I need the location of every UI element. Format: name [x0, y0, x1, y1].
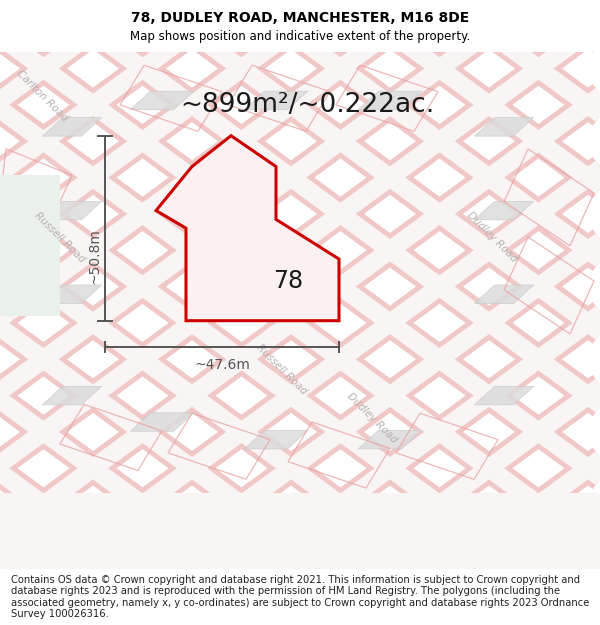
Text: 78, DUDLEY ROAD, MANCHESTER, M16 8DE: 78, DUDLEY ROAD, MANCHESTER, M16 8DE: [131, 11, 469, 26]
Polygon shape: [244, 431, 308, 449]
Polygon shape: [156, 136, 339, 321]
Text: Carlton Road: Carlton Road: [14, 69, 70, 124]
Text: 78: 78: [273, 269, 303, 293]
Text: Russell Road: Russell Road: [33, 210, 87, 264]
Polygon shape: [475, 285, 533, 304]
Polygon shape: [358, 91, 422, 110]
Text: Dudley Road: Dudley Road: [465, 210, 519, 264]
Polygon shape: [43, 201, 101, 220]
Text: Dudley Road: Dudley Road: [345, 391, 399, 444]
Text: ~47.6m: ~47.6m: [194, 358, 250, 372]
Polygon shape: [475, 386, 533, 405]
Polygon shape: [130, 412, 194, 431]
Text: Contains OS data © Crown copyright and database right 2021. This information is : Contains OS data © Crown copyright and d…: [11, 574, 589, 619]
Polygon shape: [43, 285, 101, 304]
Polygon shape: [358, 431, 422, 449]
Text: ~899m²/~0.222ac.: ~899m²/~0.222ac.: [180, 92, 434, 118]
Polygon shape: [475, 118, 533, 136]
Text: Russell Road: Russell Road: [255, 342, 309, 396]
Polygon shape: [244, 91, 308, 110]
Polygon shape: [475, 201, 533, 220]
Text: Map shows position and indicative extent of the property.: Map shows position and indicative extent…: [130, 29, 470, 42]
Text: ~50.8m: ~50.8m: [87, 228, 101, 284]
Polygon shape: [0, 176, 60, 316]
Polygon shape: [43, 386, 101, 405]
Polygon shape: [43, 118, 101, 136]
Polygon shape: [130, 91, 194, 110]
